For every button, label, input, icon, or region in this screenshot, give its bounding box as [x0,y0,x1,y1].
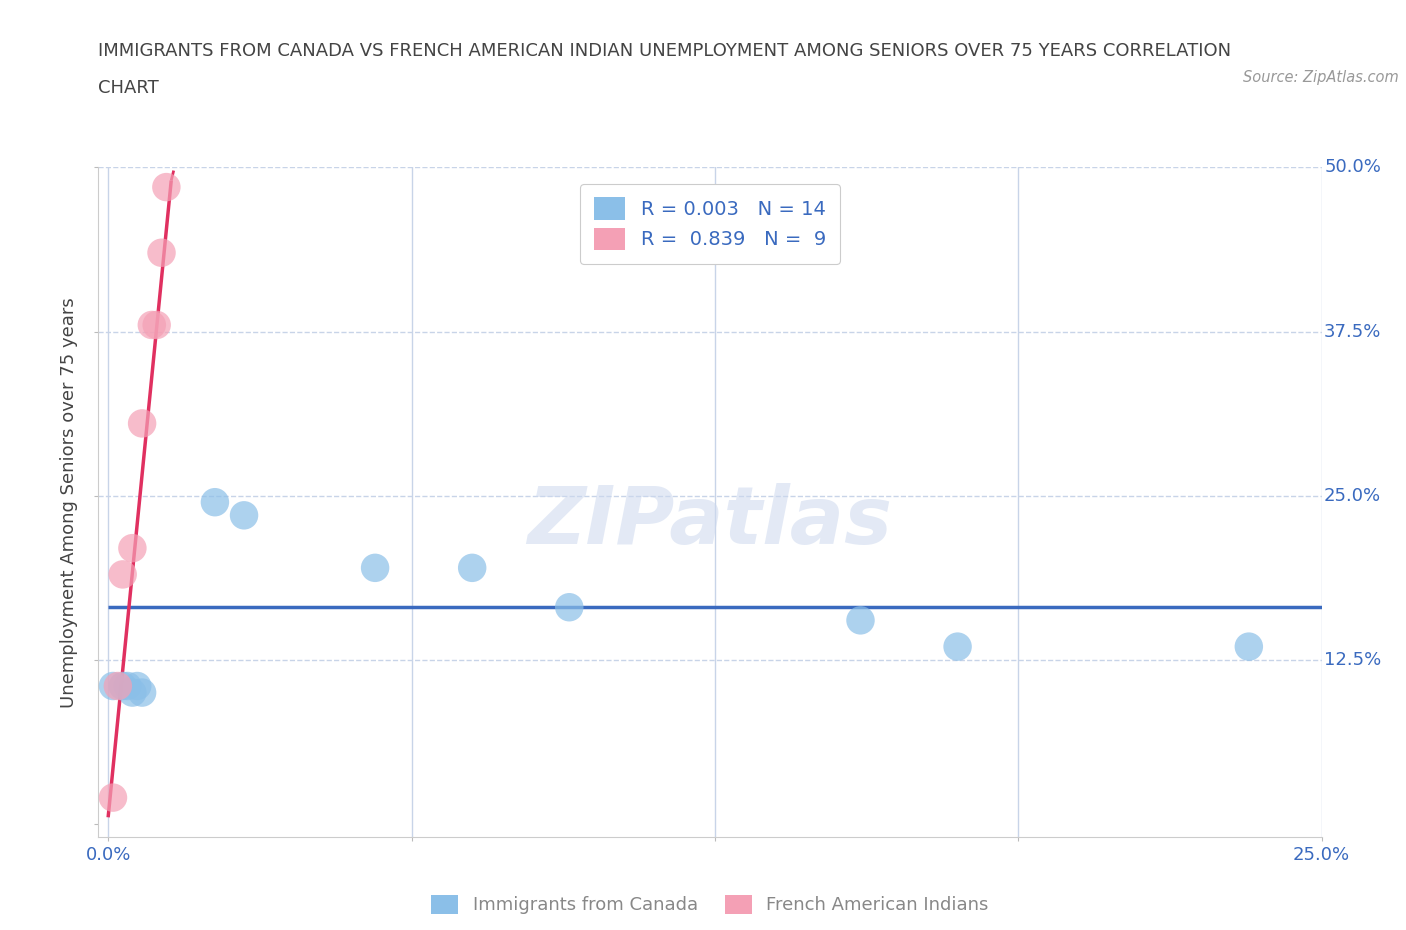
Legend: Immigrants from Canada, French American Indians: Immigrants from Canada, French American … [425,888,995,922]
Point [233,508,256,523]
Text: Source: ZipAtlas.com: Source: ZipAtlas.com [1243,70,1399,85]
Point [204,495,226,510]
Point [141,317,163,332]
Text: ZIPatlas: ZIPatlas [527,484,893,562]
Point [101,679,124,694]
Point [127,679,149,694]
Text: CHART: CHART [98,79,159,97]
Point [107,679,129,694]
Point [364,561,387,576]
Point [849,613,872,628]
Y-axis label: Unemployment Among Seniors over 75 years: Unemployment Among Seniors over 75 years [60,297,79,708]
Point [101,790,124,805]
Text: 25.0%: 25.0% [1324,486,1381,505]
Point [461,561,484,576]
Point [1237,639,1260,654]
Point [145,317,167,332]
Point [121,685,143,700]
Point [111,567,134,582]
Point [117,679,139,694]
Text: 37.5%: 37.5% [1324,323,1382,340]
Point [558,600,581,615]
Point [150,246,173,260]
Text: 12.5%: 12.5% [1324,651,1381,669]
Point [946,639,969,654]
Point [131,416,153,431]
Text: 50.0%: 50.0% [1324,158,1381,177]
Point [155,179,177,194]
Point [131,685,153,700]
Point [111,679,134,694]
Point [121,540,143,555]
Text: IMMIGRANTS FROM CANADA VS FRENCH AMERICAN INDIAN UNEMPLOYMENT AMONG SENIORS OVER: IMMIGRANTS FROM CANADA VS FRENCH AMERICA… [98,42,1232,60]
